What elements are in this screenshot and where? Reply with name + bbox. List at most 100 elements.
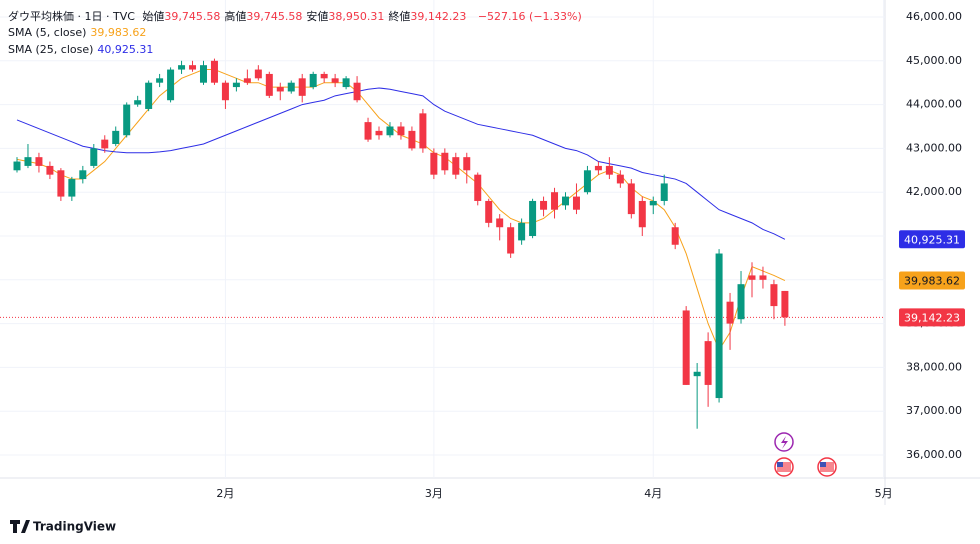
ohlc-label: 始値 [142, 10, 165, 23]
candle-body [551, 192, 559, 210]
flag [777, 462, 791, 472]
indicator-price-text: 40,925.31 [904, 233, 960, 246]
candle-body [68, 179, 76, 197]
event-icon [781, 436, 788, 449]
candle-body [320, 73, 328, 79]
candle-body [57, 170, 65, 197]
candle-body [287, 82, 295, 92]
candle-body [309, 73, 317, 88]
candle-body [331, 78, 339, 83]
candle-body [781, 290, 789, 318]
ohlc-value: 39,745.58 [164, 10, 221, 23]
indicator-value: 40,925.31 [97, 43, 154, 56]
candle-body [704, 341, 712, 385]
ohlc-value: 39,142.23 [410, 10, 467, 23]
candle-body [540, 200, 548, 210]
candle-body [364, 122, 372, 140]
candle-body [178, 65, 186, 70]
candle-body [90, 148, 98, 166]
ohlc-label: 安値 [306, 10, 329, 23]
x-tick-label: 3月 [425, 487, 443, 500]
candle-body [737, 284, 745, 320]
indicator-name: SMA (5, close) [8, 26, 87, 39]
change: −527.16 (−1.33%) [477, 10, 582, 23]
ohlc-label: 高値 [224, 10, 247, 23]
candle-body [243, 78, 251, 83]
candle-body [342, 78, 350, 88]
candle-body [221, 82, 229, 101]
candle-body [649, 200, 657, 206]
candle-body [770, 284, 778, 307]
candle-body [79, 170, 87, 180]
candle-body [298, 78, 306, 96]
flag [820, 462, 826, 467]
y-tick-label: 44,000.00 [906, 98, 962, 111]
grid [0, 0, 885, 478]
candle-body [682, 310, 690, 385]
indicator-legend: SMA (5, close) 39,983.62 [8, 26, 157, 39]
candle-body [46, 165, 54, 175]
candle-body [759, 275, 767, 280]
logo-icon [10, 520, 30, 533]
candle-body [507, 227, 515, 254]
marks [0, 58, 885, 429]
x-tick-label: 5月 [875, 487, 893, 500]
x-tick-label: 4月 [644, 487, 662, 500]
candle-body [254, 69, 262, 79]
y-tick-label: 38,000.00 [906, 360, 962, 373]
candle-body [353, 82, 361, 101]
candle-body [430, 152, 438, 175]
indicator-price-box [899, 230, 965, 249]
candle-body [112, 130, 120, 145]
y-tick-label: 36,000.00 [906, 448, 962, 461]
candle-body [594, 165, 602, 171]
ohlc-label: 終値 [388, 10, 411, 23]
candle-body [463, 157, 471, 171]
candle-body [583, 170, 591, 193]
indicator-value: 39,983.62 [90, 26, 147, 39]
logo[interactable]: TradingView [10, 520, 116, 534]
y-tick-label: 46,000.00 [906, 10, 962, 23]
y-tick-label: 45,000.00 [906, 54, 962, 67]
legend-main: ダウ平均株価 · 1日 · TVC 始値39,745.58 高値39,745.58… [8, 8, 586, 24]
candle-body [715, 253, 723, 399]
x-tick-label: 2月 [216, 487, 234, 500]
candle-body [452, 157, 460, 175]
candle-body [671, 227, 679, 245]
candle-body [189, 65, 197, 70]
candle-body [397, 126, 405, 136]
candle-body [660, 183, 668, 201]
candle-body [419, 113, 427, 149]
indicator-price-text: 39,983.62 [904, 275, 960, 288]
candle-body [210, 60, 218, 83]
indicator-name: SMA (25, close) [8, 43, 94, 56]
candle-body [265, 73, 273, 96]
candle-body [638, 200, 646, 228]
candle-body [134, 100, 142, 105]
candle-body [386, 126, 394, 136]
candle-body [375, 130, 383, 136]
last-price-text: 39,142.23 [904, 311, 960, 324]
ohlc-value: 39,745.58 [246, 10, 303, 23]
candle-body [496, 218, 504, 228]
candle-body [123, 104, 131, 136]
logo-text: TradingView [33, 520, 116, 534]
candle-body [167, 69, 175, 101]
candle-body [529, 200, 537, 236]
candle-body [145, 82, 153, 109]
y-tick-label: 37,000.00 [906, 404, 962, 417]
candle-body [199, 65, 207, 83]
ohlc: 始値39,745.58 高値39,745.58 安値38,950.31 終値39,14… [142, 10, 470, 23]
last-price-box [899, 308, 965, 327]
indicator-price-box [899, 271, 965, 290]
candle-body [572, 196, 580, 210]
indicator-legend: SMA (25, close) 40,925.31 [8, 43, 157, 56]
y-tick-label: 42,000.00 [906, 185, 962, 198]
candle-body [485, 200, 493, 223]
candle-body [276, 87, 284, 92]
event-icons [774, 432, 837, 477]
candle-body [441, 152, 449, 171]
candle-body [693, 371, 701, 377]
